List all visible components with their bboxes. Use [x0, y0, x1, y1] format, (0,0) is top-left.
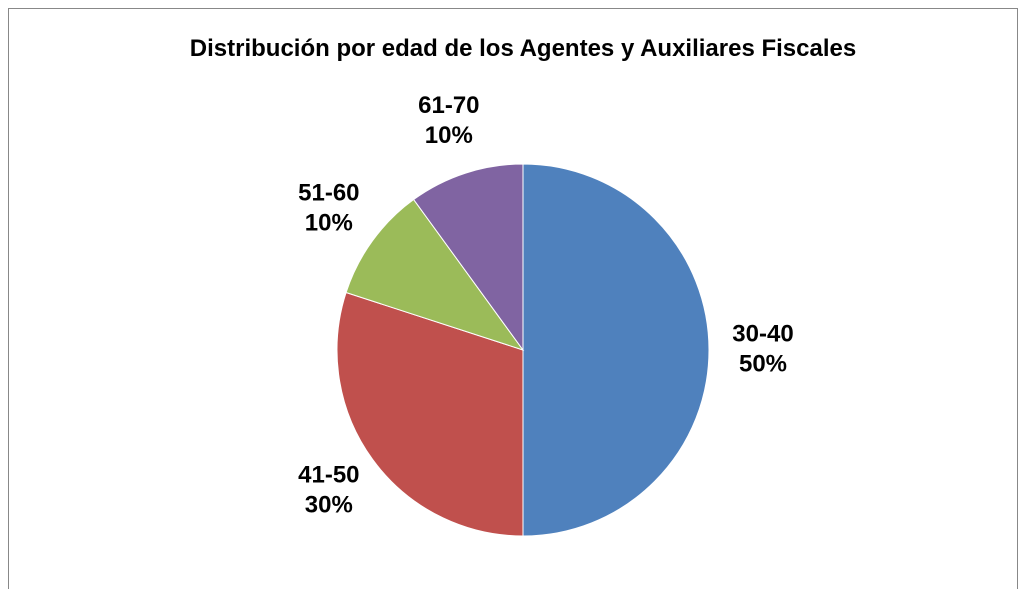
pie-slice	[412, 163, 524, 352]
slice-value-label: 50%	[739, 350, 787, 377]
slice-category-label: 61-70	[418, 92, 479, 119]
pie-slice	[345, 198, 525, 351]
chart-title: Distribución por edad de los Agentes y A…	[189, 35, 857, 62]
slice-category-label: 41-50	[298, 461, 359, 488]
slice-value-label: 30%	[305, 491, 353, 518]
slice-value-label: 10%	[305, 209, 353, 236]
slice-category-label: 30-40	[732, 320, 793, 347]
slice-category-label: 51-60	[298, 179, 359, 206]
pie-slice	[336, 291, 524, 537]
slice-value-label: 10%	[425, 122, 473, 149]
pie-slice	[522, 163, 710, 537]
chart-border	[8, 8, 1018, 589]
